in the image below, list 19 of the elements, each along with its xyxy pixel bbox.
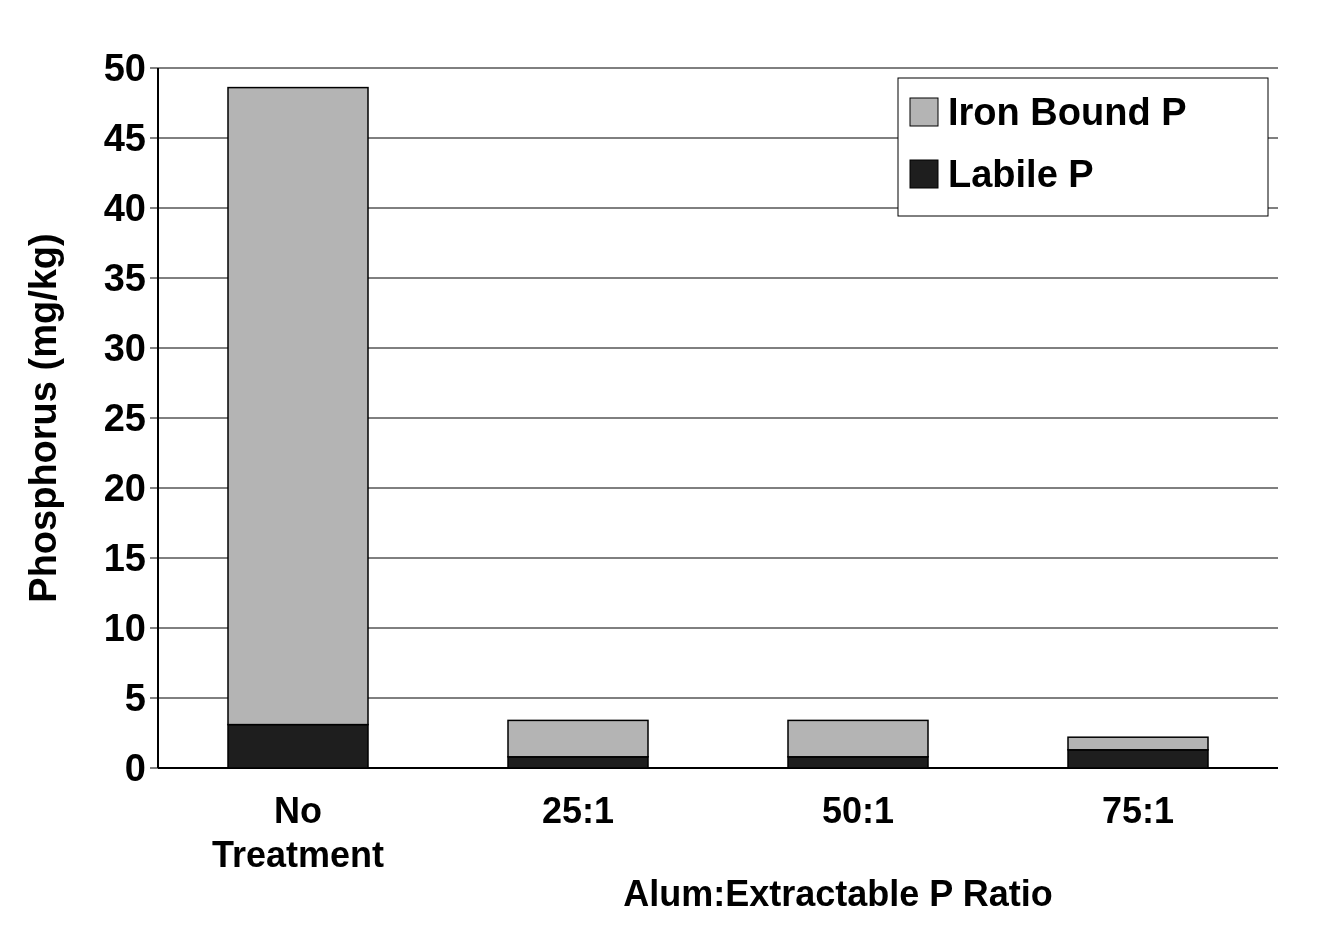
y-tick-label: 30 xyxy=(103,327,146,370)
y-tick-label: 5 xyxy=(124,677,146,720)
x-tick-label: 25:1 xyxy=(541,790,615,831)
y-tick-label: 50 xyxy=(103,47,146,90)
legend-label: Labile P xyxy=(948,153,1094,196)
x-axis-title: Alum:Extractable P Ratio xyxy=(623,873,1053,914)
x-tick-label: 75:1 xyxy=(1101,790,1175,831)
y-tick-label: 40 xyxy=(103,187,146,230)
y-tick-label: 20 xyxy=(103,467,146,510)
y-tick-label: 10 xyxy=(103,607,146,650)
y-tick-label: 0 xyxy=(124,747,146,790)
x-tick-label: 50:1 xyxy=(821,790,895,831)
y-tick-label: 35 xyxy=(103,257,146,300)
legend-label: Iron Bound P xyxy=(948,91,1187,134)
y-tick-label: 15 xyxy=(103,537,146,580)
y-axis-title: Phosphorus (mg/kg) xyxy=(22,233,64,603)
y-tick-label: 25 xyxy=(103,397,146,440)
x-tick-label: No Treatment xyxy=(211,790,385,875)
y-tick-label: 45 xyxy=(103,117,146,160)
